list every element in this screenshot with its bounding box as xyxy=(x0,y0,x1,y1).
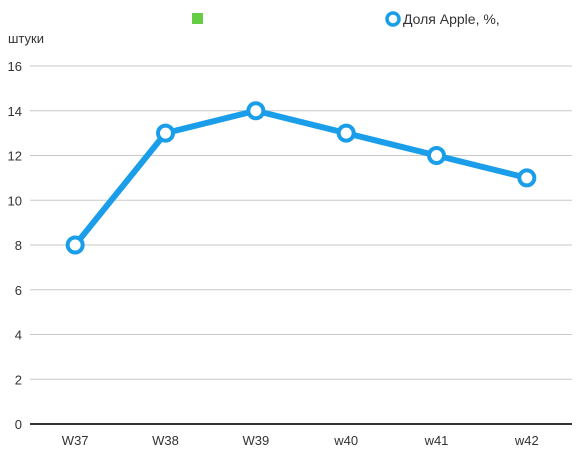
y-tick-label-14: 14 xyxy=(8,104,22,119)
x-tick-label-w38: W38 xyxy=(152,433,179,448)
y-tick-label-6: 6 xyxy=(15,283,22,298)
y-tick-label-0: 0 xyxy=(15,417,22,432)
y-tick-label-2: 2 xyxy=(15,372,22,387)
x-tick-label-w39: W39 xyxy=(242,433,269,448)
series-apple-share xyxy=(65,101,537,255)
grid-lines xyxy=(30,65,572,380)
y-tick-label-16: 16 xyxy=(8,59,22,74)
y-tick-label-4: 4 xyxy=(15,328,22,343)
x-tick-label-w41: w41 xyxy=(424,433,449,448)
data-point-w40 xyxy=(336,123,356,143)
data-point-w41 xyxy=(427,146,446,165)
x-tick-label-w40: w40 xyxy=(333,433,358,448)
data-point-w39 xyxy=(246,101,266,121)
y-tick-label-8: 8 xyxy=(15,238,22,253)
y-tick-label-12: 12 xyxy=(8,149,22,164)
data-point-w37 xyxy=(65,235,85,255)
x-tick-label-w37: W37 xyxy=(62,433,89,448)
y-tick-label-10: 10 xyxy=(8,193,22,208)
legend-marker-unnamed xyxy=(192,13,203,24)
y-axis-ticks: 0 2 4 6 8 10 12 14 16 xyxy=(8,59,22,432)
y-axis-label: штуки xyxy=(8,31,44,46)
x-axis-ticks: W37 W38 W39 w40 w41 w42 xyxy=(62,433,539,448)
series-line-0 xyxy=(72,107,530,248)
data-point-w42 xyxy=(517,168,537,188)
data-point-w38 xyxy=(156,123,175,143)
legend: Доля Apple, %, xyxy=(192,11,500,27)
x-tick-label-w42: w42 xyxy=(514,433,539,448)
legend-label-apple-share: Доля Apple, %, xyxy=(403,11,500,27)
legend-marker-apple-share xyxy=(385,11,401,27)
